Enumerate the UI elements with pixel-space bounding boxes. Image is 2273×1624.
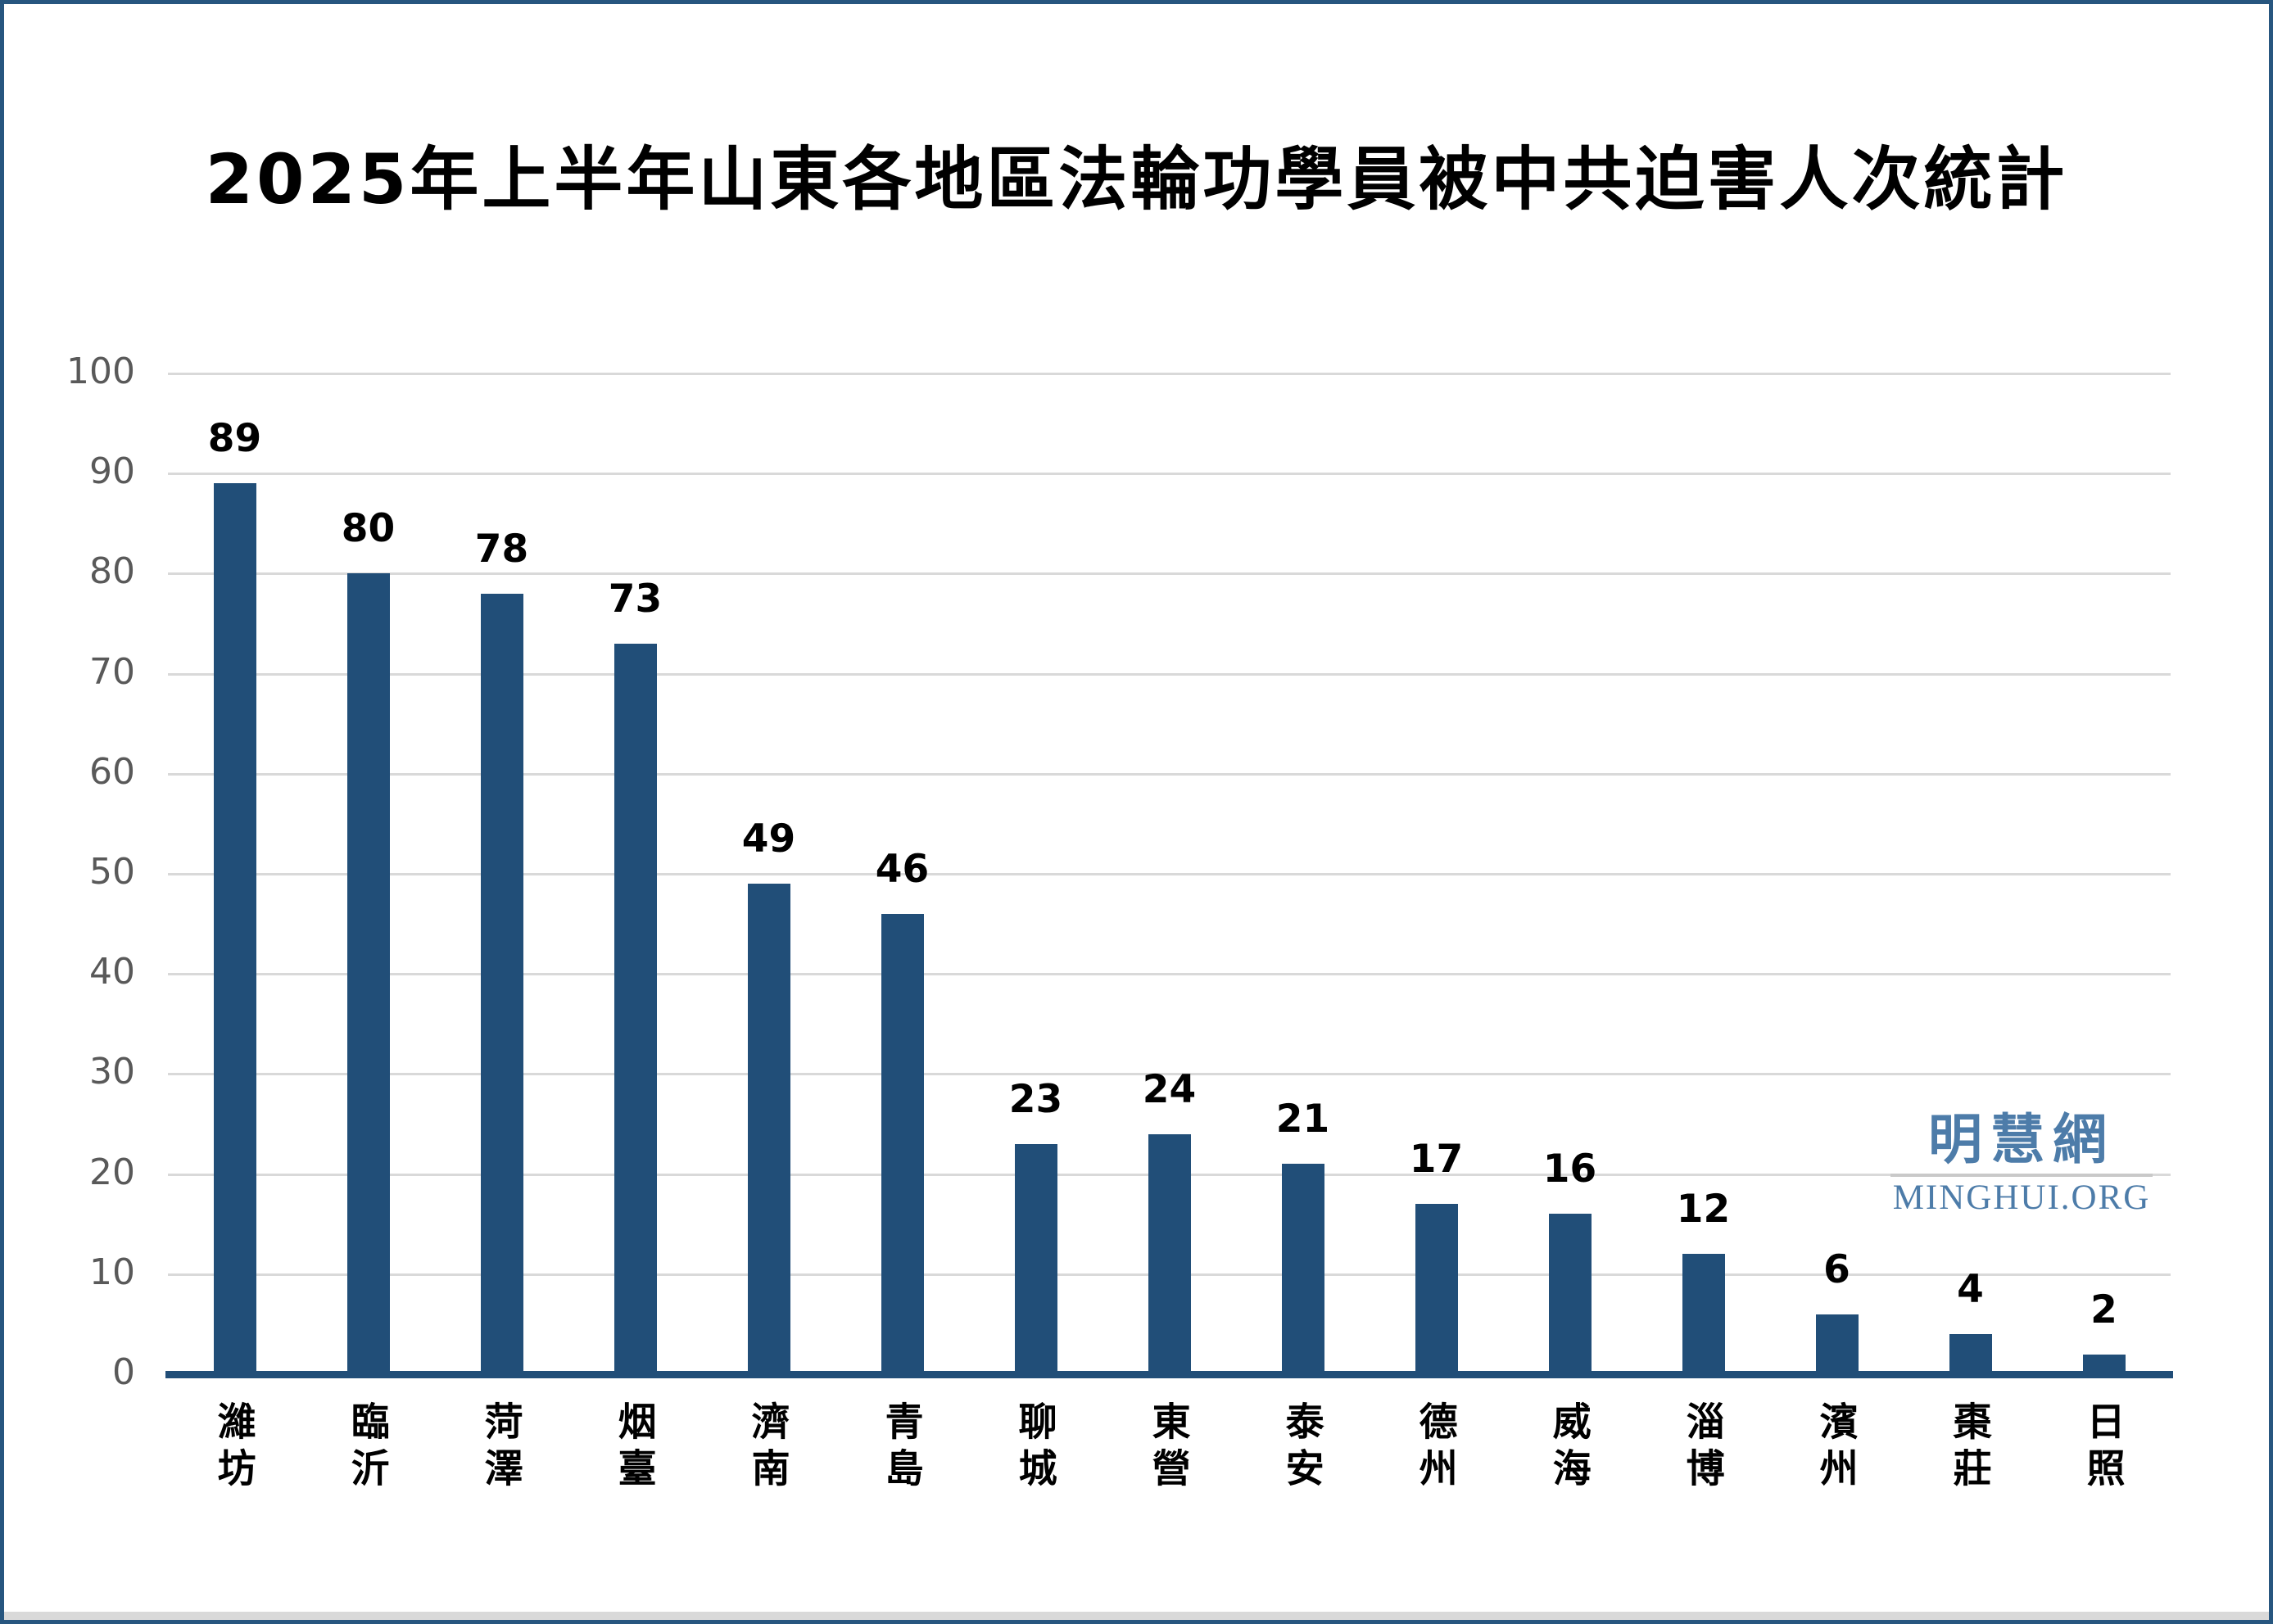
bar bbox=[213, 483, 256, 1374]
bar-value-label: 49 bbox=[741, 817, 796, 862]
bar bbox=[881, 913, 924, 1374]
bar bbox=[346, 573, 390, 1374]
bar-value-label: 6 bbox=[1823, 1246, 1850, 1292]
y-axis-tick-label: 60 bbox=[89, 750, 135, 793]
y-axis-tick-label: 10 bbox=[89, 1251, 135, 1293]
y-axis-tick-label: 80 bbox=[89, 550, 135, 593]
minghui-cjk-logo: 明慧網 bbox=[1928, 1108, 2115, 1171]
y-axis-tick-label: 30 bbox=[89, 1051, 135, 1093]
bar bbox=[1548, 1214, 1592, 1374]
bar-value-label: 24 bbox=[1142, 1066, 1197, 1112]
x-axis-label: 淄博 bbox=[1678, 1401, 1724, 1495]
bar-value-label: 73 bbox=[608, 576, 663, 622]
x-axis-label: 菏澤 bbox=[477, 1401, 523, 1495]
bar bbox=[1682, 1254, 1725, 1374]
x-axis-label: 德州 bbox=[1411, 1401, 1457, 1495]
bar bbox=[614, 643, 657, 1374]
x-axis-label: 濱州 bbox=[1812, 1401, 1858, 1495]
x-axis-label: 臨沂 bbox=[343, 1401, 389, 1495]
minghui-watermark: 明慧網 MINGHUI.ORG bbox=[1890, 1108, 2153, 1215]
gridline bbox=[168, 973, 2171, 976]
bar-value-label: 80 bbox=[341, 506, 396, 552]
plot-area: 0 10 20 30 40 50 60 70 80 90 100 89 濰坊 80 臨沂 78 菏澤 73 烟臺 49… bbox=[4, 4, 2269, 1620]
x-axis-label: 烟臺 bbox=[610, 1401, 656, 1495]
bar bbox=[1949, 1334, 1992, 1374]
bar-value-label: 21 bbox=[1275, 1097, 1330, 1142]
gridline bbox=[168, 672, 2171, 676]
watermark-divider bbox=[1890, 1173, 2153, 1177]
bar-value-label: 16 bbox=[1542, 1147, 1597, 1192]
bar bbox=[1815, 1314, 1859, 1374]
y-axis-tick-label: 50 bbox=[89, 851, 135, 893]
bar-value-label: 2 bbox=[2090, 1287, 2117, 1332]
bar bbox=[1281, 1164, 1324, 1374]
chart-title: 2025年上半年山東各地區法輪功學員被中共迫害人次統計 bbox=[205, 139, 2068, 220]
y-axis-tick-label: 100 bbox=[66, 351, 135, 392]
bar-value-label: 17 bbox=[1409, 1137, 1464, 1183]
bar-value-label: 46 bbox=[875, 846, 930, 892]
x-axis-label: 青島 bbox=[877, 1401, 923, 1495]
gridline bbox=[168, 1073, 2171, 1076]
x-axis-line bbox=[165, 1371, 2173, 1378]
gridline bbox=[168, 873, 2171, 875]
bar-value-label: 12 bbox=[1676, 1187, 1731, 1233]
gridline bbox=[168, 572, 2171, 576]
x-axis-label: 棗莊 bbox=[1945, 1401, 1991, 1495]
x-axis-label: 聊城 bbox=[1011, 1401, 1057, 1495]
x-axis-label: 濟南 bbox=[744, 1401, 790, 1495]
gridline bbox=[168, 373, 2171, 375]
y-axis-tick-label: 70 bbox=[89, 650, 135, 693]
bar bbox=[1148, 1133, 1191, 1374]
x-axis-label: 東營 bbox=[1144, 1401, 1190, 1495]
gridline bbox=[168, 772, 2171, 776]
y-axis-tick-label: 40 bbox=[89, 951, 135, 993]
bar bbox=[747, 884, 790, 1374]
bar-value-label: 4 bbox=[1957, 1267, 1984, 1313]
x-axis-label: 濰坊 bbox=[210, 1401, 256, 1495]
y-axis-tick-label: 0 bbox=[112, 1351, 135, 1393]
bar bbox=[1014, 1143, 1057, 1374]
x-axis-label: 日照 bbox=[2079, 1401, 2125, 1495]
bar-value-label: 78 bbox=[474, 526, 529, 572]
x-axis-label: 威海 bbox=[1545, 1401, 1591, 1495]
bar-value-label: 89 bbox=[207, 416, 262, 462]
gridline bbox=[168, 473, 2171, 476]
minghui-url-text: MINGHUI.ORG bbox=[1892, 1178, 2151, 1217]
bar-value-label: 23 bbox=[1008, 1076, 1063, 1122]
x-axis-label: 泰安 bbox=[1278, 1401, 1324, 1495]
y-axis-tick-label: 90 bbox=[89, 450, 135, 493]
y-axis-tick-label: 20 bbox=[89, 1151, 135, 1193]
bar bbox=[2082, 1354, 2126, 1374]
bar bbox=[480, 593, 523, 1374]
bar bbox=[1415, 1204, 1458, 1374]
